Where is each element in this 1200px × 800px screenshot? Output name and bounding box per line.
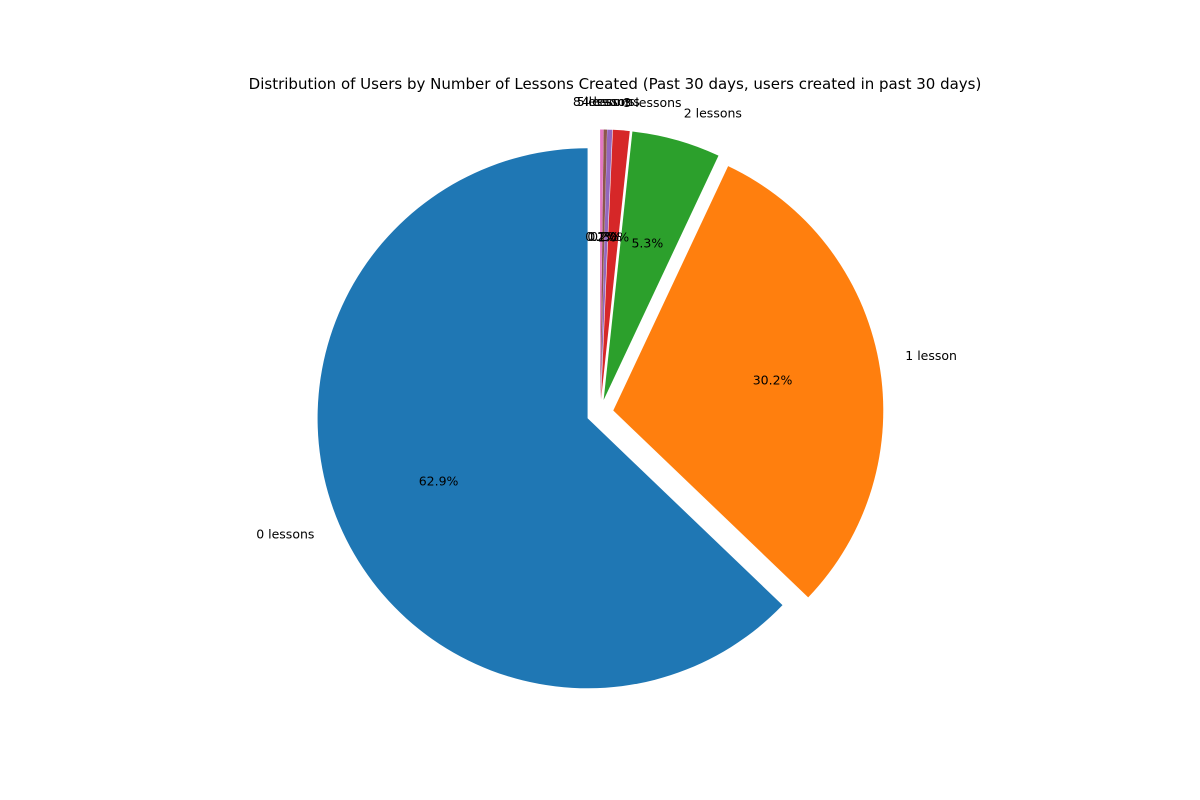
chart-title: Distribution of Users by Number of Lesso… bbox=[249, 75, 982, 93]
pie-slice-1-lesson bbox=[613, 166, 884, 598]
pct-label-2-lessons: 5.3% bbox=[631, 236, 663, 251]
pct-label-3-lessons: 1.0% bbox=[597, 229, 629, 244]
slice-label-1-lesson: 1 lesson bbox=[905, 348, 957, 363]
pie-slices bbox=[317, 129, 884, 689]
slice-label-8-lessons: 8 lessons bbox=[573, 94, 631, 109]
pie-slice-0-lessons bbox=[317, 148, 783, 689]
pie-slice-2-lessons bbox=[603, 131, 719, 401]
slice-label-3-lessons: 3 lessons bbox=[623, 95, 681, 110]
pct-label-8-lessons: 0.2% bbox=[585, 229, 617, 244]
pie-slice-8-lessons bbox=[600, 129, 604, 400]
pie-slice-4-lessons bbox=[600, 129, 613, 400]
slice-label-0-lessons: 0 lessons bbox=[256, 526, 314, 541]
slice-label-4-lessons: 4 lessons bbox=[582, 94, 640, 109]
slice-label-5-lessons: 5 lessons bbox=[577, 94, 635, 109]
pie-labels: 0 lessons 62.9% 1 lesson 30.2% 2 lessons 5.3%… bbox=[256, 94, 957, 541]
pct-label-0-lessons: 62.9% bbox=[419, 473, 459, 488]
pct-label-4-lessons: 0.3% bbox=[590, 229, 622, 244]
slice-label-2-lessons: 2 lessons bbox=[684, 106, 742, 121]
pct-label-1-lesson: 30.2% bbox=[753, 372, 793, 387]
pie-slice-5-lessons bbox=[600, 129, 608, 400]
pie-slice-3-lessons bbox=[601, 129, 630, 400]
pct-label-5-lessons: 0.2% bbox=[587, 229, 619, 244]
